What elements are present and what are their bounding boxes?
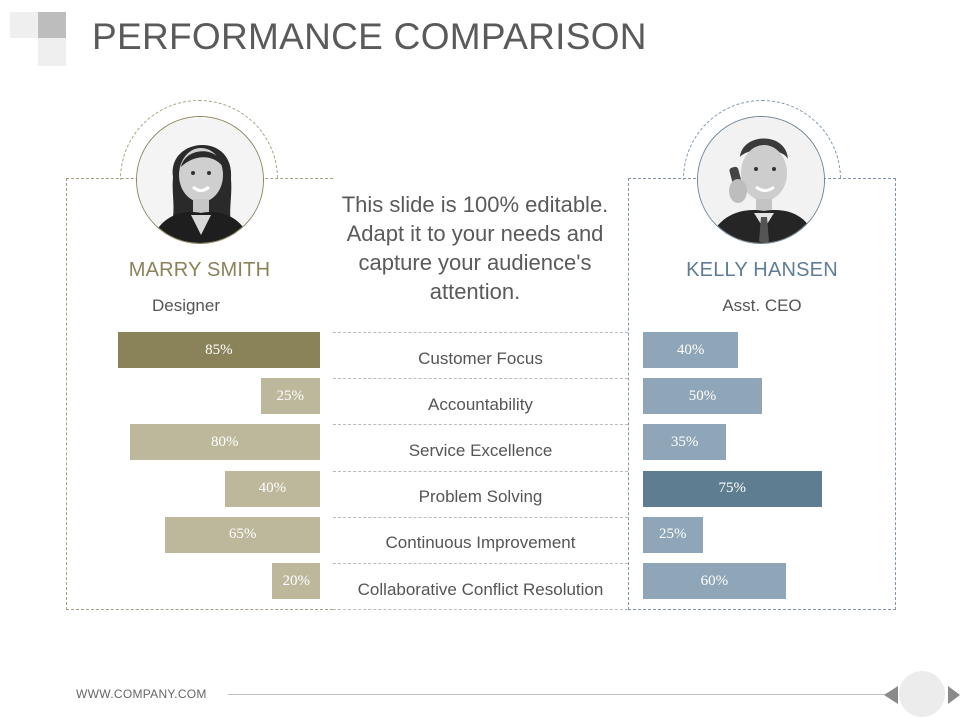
next-arrow-icon[interactable] (948, 686, 960, 704)
left-bar: 40% (224, 470, 320, 507)
right-bar: 75% (643, 470, 822, 507)
right-bar: 25% (643, 516, 703, 553)
decor-square-light-bottom (38, 38, 66, 66)
right-bar: 50% (643, 378, 762, 415)
nav-circle-button[interactable] (899, 671, 945, 717)
left-bar: 80% (129, 424, 320, 461)
footer-url: WWW.COMPANY.COM (76, 687, 207, 701)
editable-blurb-text: This slide is 100% editable. Adapt it to… (341, 192, 609, 304)
left-person-name: MARRY SMITH (128, 259, 271, 281)
right-person-name: KELLY HANSEN (686, 259, 838, 281)
right-bar: 35% (643, 424, 727, 461)
footer-divider (228, 694, 888, 695)
left-bar: 65% (165, 516, 320, 553)
left-bar: 85% (117, 332, 320, 368)
right-bar: 40% (643, 332, 739, 368)
left-bar: 20% (272, 563, 320, 599)
category-label: Service Excellence (333, 424, 628, 470)
category-label: Continuous Improvement (333, 516, 628, 563)
category-label: Accountability (333, 378, 628, 424)
right-person-role: Asst. CEO (722, 296, 802, 315)
category-label: Problem Solving (333, 470, 628, 517)
left-bar: 25% (260, 378, 320, 415)
left-person-role: Designer (151, 296, 221, 315)
right-bar: 60% (643, 563, 786, 599)
woman-portrait-icon (136, 116, 264, 244)
man-phone-portrait-icon (697, 116, 825, 244)
category-label: Customer Focus (333, 332, 628, 378)
previous-arrow-icon[interactable] (884, 686, 898, 704)
center-divider-bottom (333, 609, 628, 610)
page-title: PERFORMANCE COMPARISON (92, 16, 647, 57)
category-label: Collaborative Conflict Resolution (333, 563, 628, 609)
decor-square-dark (38, 12, 66, 38)
decor-square-light (10, 12, 38, 38)
